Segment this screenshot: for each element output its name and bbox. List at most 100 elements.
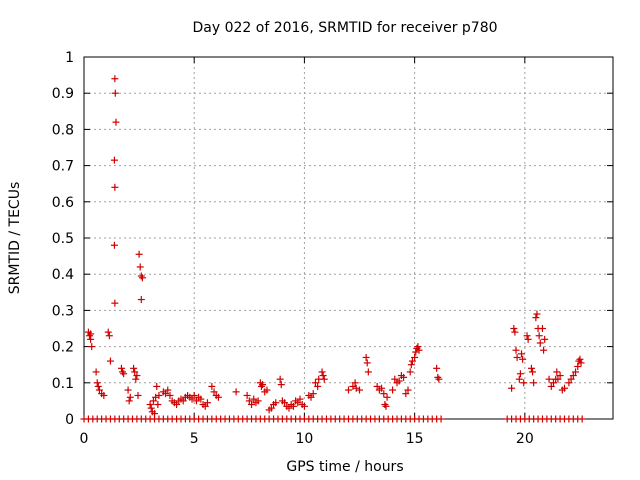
data-point: [545, 375, 553, 383]
x-axis-label: GPS time / hours: [286, 459, 403, 475]
data-point: [197, 395, 205, 403]
data-point: [414, 343, 422, 351]
data-point: [132, 375, 140, 383]
data-point: [530, 379, 538, 387]
data-point: [378, 384, 386, 392]
data-point: [110, 241, 118, 249]
data-point: [402, 390, 410, 398]
data-point: [214, 393, 222, 401]
data-point: [373, 382, 381, 390]
data-point: [553, 368, 561, 376]
x-tick-label: 0: [80, 431, 89, 447]
data-point: [400, 373, 408, 381]
y-tick-label: 0.5: [52, 231, 74, 247]
data-point: [300, 402, 308, 410]
data-point: [314, 382, 322, 390]
y-tick-label: 1: [65, 50, 74, 66]
data-point: [345, 386, 352, 394]
x-tick-label: 10: [296, 431, 314, 447]
y-tick-label: 0.8: [52, 122, 74, 138]
data-point: [259, 381, 267, 389]
data-point: [110, 156, 118, 164]
data-point: [513, 353, 521, 361]
y-tick-label: 0.3: [52, 303, 74, 319]
data-point: [296, 395, 304, 403]
data-point: [381, 401, 389, 409]
data-point: [130, 364, 138, 372]
data-point: [245, 397, 253, 405]
data-point: [138, 274, 146, 282]
data-point: [408, 357, 416, 365]
data-point: [524, 335, 532, 343]
data-point: [147, 404, 155, 412]
data-point: [289, 402, 297, 410]
data-point: [263, 386, 271, 394]
data-point: [363, 359, 371, 367]
data-point: [434, 373, 442, 381]
data-point: [137, 296, 145, 304]
data-point: [281, 399, 289, 407]
data-point: [133, 372, 141, 380]
data-point: [276, 375, 284, 383]
data-point: [383, 393, 391, 401]
y-tick-label: 0.7: [52, 159, 74, 175]
data-point: [94, 382, 102, 390]
data-point: [437, 415, 445, 423]
data-point: [146, 401, 154, 409]
data-point: [162, 390, 170, 398]
data-point: [95, 386, 103, 394]
data-point: [556, 372, 564, 380]
data-point: [136, 263, 144, 271]
data-point: [533, 310, 541, 318]
data-point: [201, 402, 209, 410]
data-point: [547, 382, 555, 390]
data-point: [120, 370, 128, 378]
data-point: [250, 395, 258, 403]
y-axis-label: SRMTID / TECUs: [7, 182, 23, 295]
data-point: [88, 343, 96, 351]
data-point: [126, 393, 134, 401]
data-point: [395, 377, 403, 385]
data-point: [135, 250, 143, 258]
data-point: [569, 372, 577, 380]
y-tick-label: 0.2: [52, 340, 74, 356]
y-tick-label: 0.4: [52, 267, 74, 283]
data-point: [105, 332, 113, 340]
data-point: [134, 391, 142, 399]
data-point: [309, 390, 317, 398]
data-point: [415, 346, 423, 354]
data-point: [536, 339, 544, 347]
data-point: [190, 391, 198, 399]
data-point: [179, 397, 187, 405]
data-point: [111, 89, 119, 97]
data-point: [433, 364, 441, 372]
y-tick-label: 0: [65, 412, 74, 428]
data-point: [406, 368, 414, 376]
data-point: [318, 368, 326, 376]
data-point: [125, 397, 133, 405]
data-point: [510, 325, 518, 332]
data-point: [511, 328, 519, 336]
data-point: [519, 355, 527, 363]
data-point: [153, 382, 161, 390]
data-point: [407, 361, 415, 369]
data-point: [352, 384, 360, 392]
data-point: [351, 379, 359, 387]
data-point: [155, 391, 163, 399]
data-point: [565, 379, 573, 387]
grid-lines: [84, 57, 613, 419]
data-point: [248, 401, 256, 409]
data-point: [93, 379, 101, 387]
data-point: [404, 386, 412, 394]
data-point: [532, 314, 540, 322]
data-point: [254, 397, 262, 405]
data-point: [111, 299, 119, 307]
data-point: [520, 379, 528, 387]
data-point: [203, 399, 211, 407]
data-point: [117, 364, 125, 372]
data-point: [567, 375, 575, 383]
y-tick-label: 0.9: [52, 86, 74, 102]
axis-ticks: [83, 56, 613, 420]
data-point: [124, 386, 132, 394]
